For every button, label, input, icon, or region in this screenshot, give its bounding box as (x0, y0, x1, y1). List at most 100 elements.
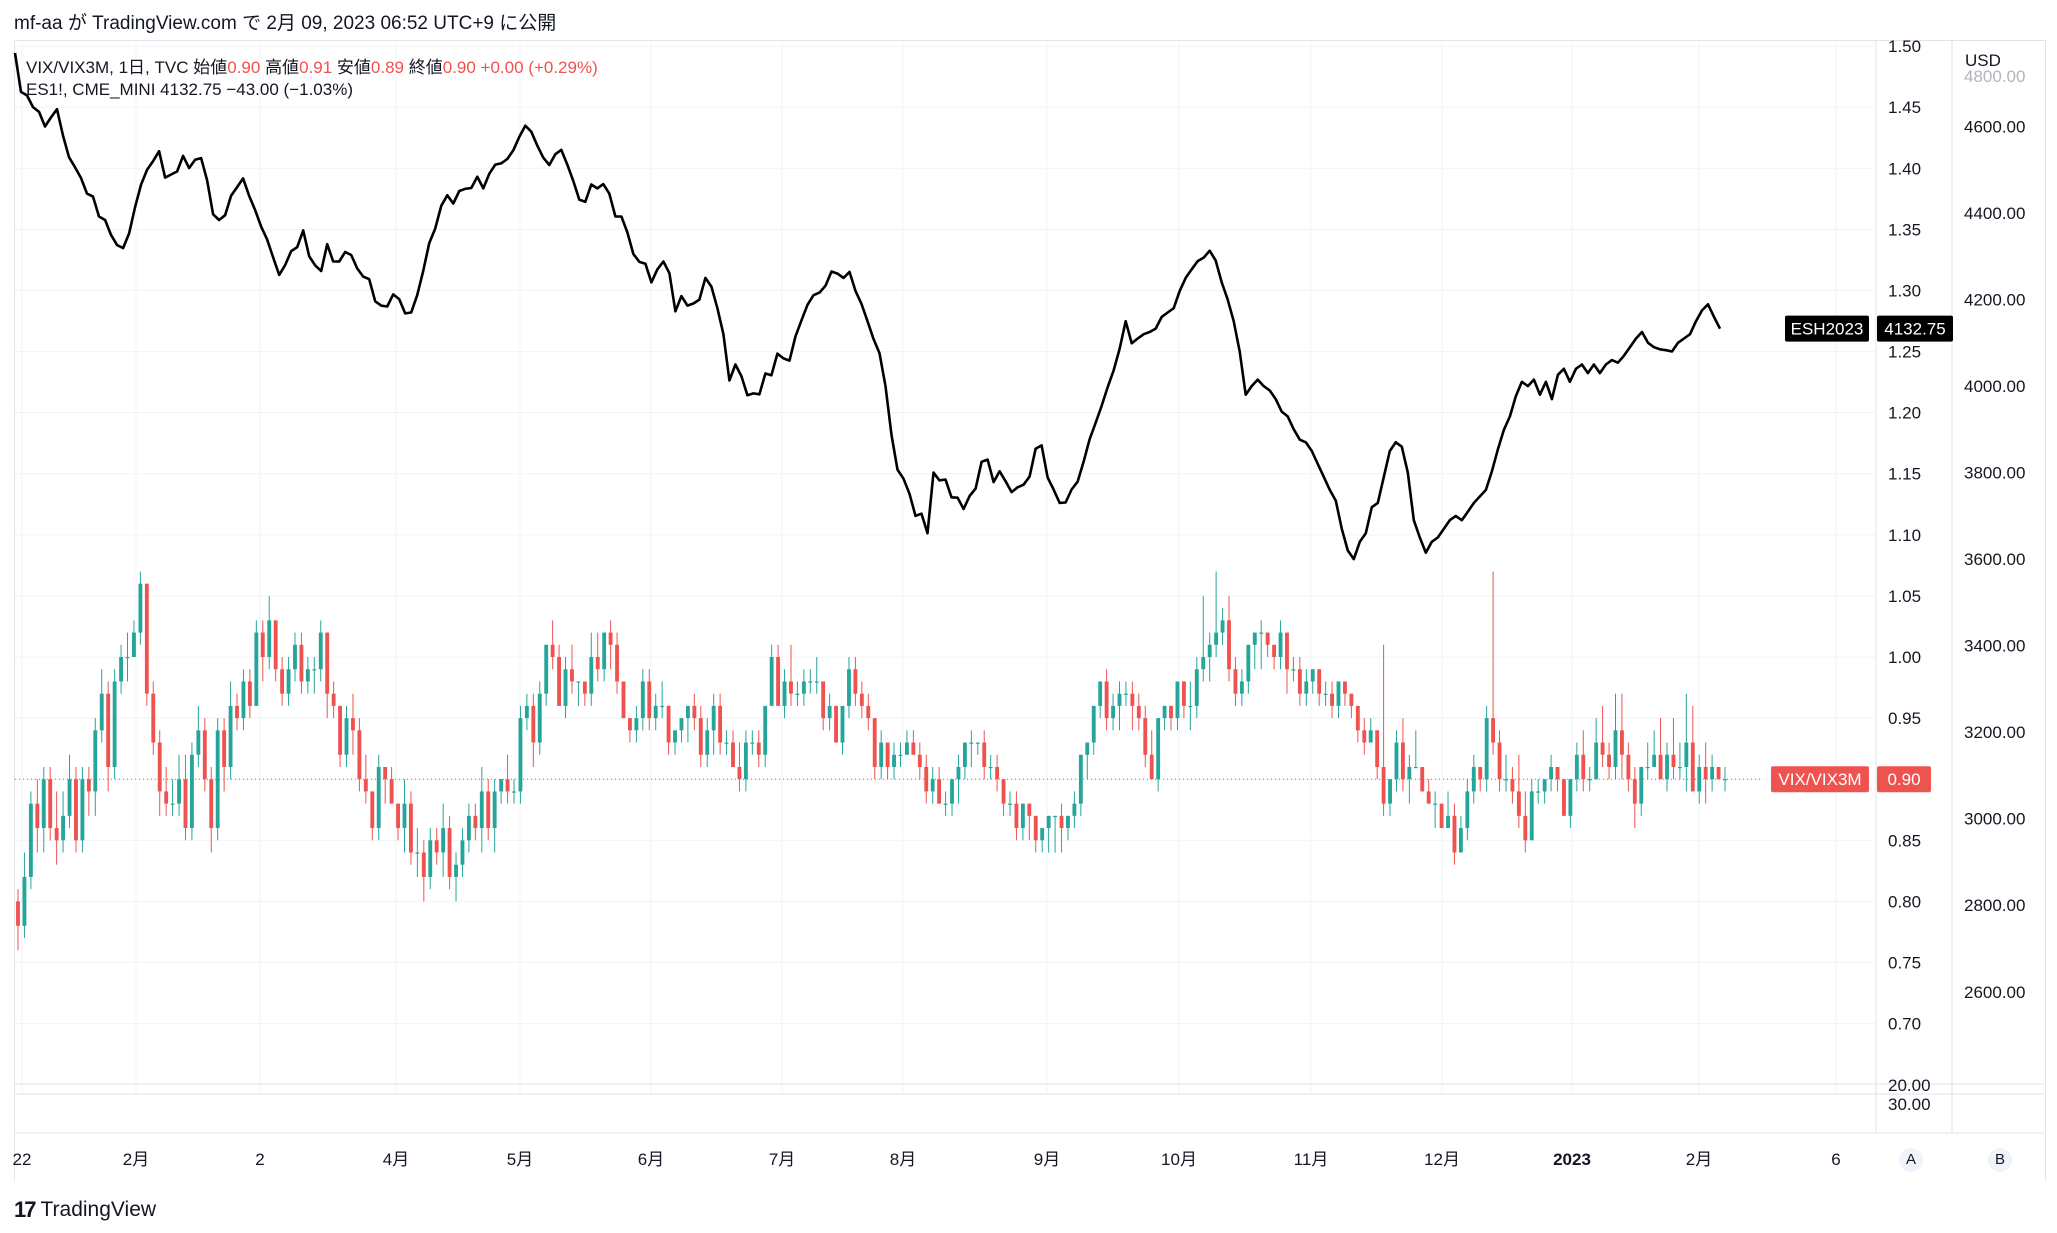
candle-body (312, 669, 317, 671)
candle-body (1059, 815, 1064, 829)
candle (1149, 730, 1154, 780)
candle (1246, 644, 1251, 694)
auto-scale-button[interactable]: A (1899, 1148, 1923, 1172)
left-tick-label: 1.25 (1888, 343, 1921, 362)
candle-body (924, 766, 929, 792)
candle-body (1620, 730, 1624, 755)
candle (376, 754, 381, 841)
left-tick-label: 1.40 (1888, 159, 1921, 178)
candle (653, 693, 658, 731)
legend-es-change: −43.00 (−1.03%) (226, 80, 353, 99)
candle-body (1523, 815, 1528, 841)
candle-body (1607, 754, 1611, 767)
candle-body (164, 791, 169, 804)
candle (54, 791, 59, 865)
candle-body (1626, 754, 1631, 780)
x-tick-label: 2 (255, 1150, 264, 1169)
candle (1162, 705, 1167, 731)
scale-b-button[interactable]: B (1988, 1148, 2012, 1172)
candle (1072, 791, 1077, 829)
candle-body (1465, 791, 1470, 829)
candle (1239, 669, 1244, 706)
candle (1297, 657, 1302, 706)
candle-body (711, 705, 716, 731)
candle-body (1516, 791, 1521, 816)
candle-body (363, 779, 368, 792)
left-tick-label: 1.20 (1888, 404, 1921, 423)
candle-body (1710, 766, 1715, 780)
candle (847, 657, 851, 719)
candle-body (1446, 815, 1450, 829)
vix-price-tag-bg (1877, 766, 1931, 793)
candle-body (615, 644, 619, 682)
candle (950, 779, 954, 816)
candle-series (16, 571, 1727, 951)
candle (499, 779, 504, 804)
candle-body (402, 803, 407, 829)
left-tick-label: 1.35 (1888, 220, 1921, 239)
candle-body (132, 632, 136, 658)
candle-body (1020, 803, 1025, 829)
candle (1497, 730, 1502, 792)
candle (692, 693, 697, 731)
candle (1085, 742, 1090, 780)
candle (544, 644, 549, 706)
candle-body (943, 803, 948, 805)
legend-open-label: 始値 (193, 58, 228, 77)
candle-body (853, 669, 858, 694)
candle (132, 620, 136, 658)
candle (1491, 571, 1496, 755)
footer-brand[interactable]: 17 TradingView (14, 1197, 156, 1223)
candle-body (466, 815, 471, 841)
candle (254, 620, 259, 706)
candle (74, 766, 78, 853)
candle-body (1484, 718, 1489, 780)
candle-body (16, 901, 20, 926)
candle-body (1594, 742, 1599, 780)
candle (1388, 779, 1392, 816)
candle-body (241, 681, 246, 719)
candle (1446, 791, 1450, 829)
candle-body (827, 705, 832, 719)
candle-body (1098, 681, 1103, 706)
candle (982, 730, 987, 780)
candle-body (80, 779, 85, 841)
candle (1117, 681, 1122, 731)
left-tick-label: 0.80 (1888, 892, 1921, 911)
x-tick-label: 22 (13, 1150, 32, 1169)
candle (312, 657, 317, 694)
candle-body (1677, 766, 1682, 769)
candle-body (1278, 632, 1283, 658)
legend-vix-ratio[interactable]: VIX/VIX3M, 1日, TVC 始値0.90 高値0.91 安値0.89 … (26, 53, 598, 78)
candle-body (247, 681, 252, 706)
candle (698, 705, 703, 767)
candle-body (582, 681, 587, 694)
candle (640, 669, 645, 731)
candle (1014, 791, 1019, 841)
candle-body (789, 681, 793, 694)
candle (1008, 791, 1012, 816)
right-tick-label: 3200.00 (1964, 723, 2025, 742)
candle-body (1471, 766, 1476, 792)
candle-body (144, 583, 149, 694)
candle (943, 791, 948, 816)
candle (1652, 730, 1657, 767)
candle-body (1433, 803, 1438, 805)
x-tick-label: 10月 (1161, 1150, 1197, 1169)
candle-body (1362, 730, 1367, 743)
candle (673, 730, 677, 755)
right-tick-label: 3600.00 (1964, 550, 2025, 569)
candle (834, 705, 839, 743)
candle (1343, 681, 1347, 706)
candle-body (975, 742, 980, 744)
legend-es[interactable]: ES1!, CME_MINI 4132.75 −43.00 (−1.03%) (26, 80, 353, 100)
candle (125, 632, 130, 682)
x-tick-label: 2月 (123, 1150, 149, 1169)
candle (666, 705, 671, 755)
candle (48, 766, 53, 841)
candle (763, 705, 768, 767)
chart-frame[interactable] (14, 40, 2046, 1181)
candle (892, 742, 896, 780)
candle (685, 705, 690, 743)
